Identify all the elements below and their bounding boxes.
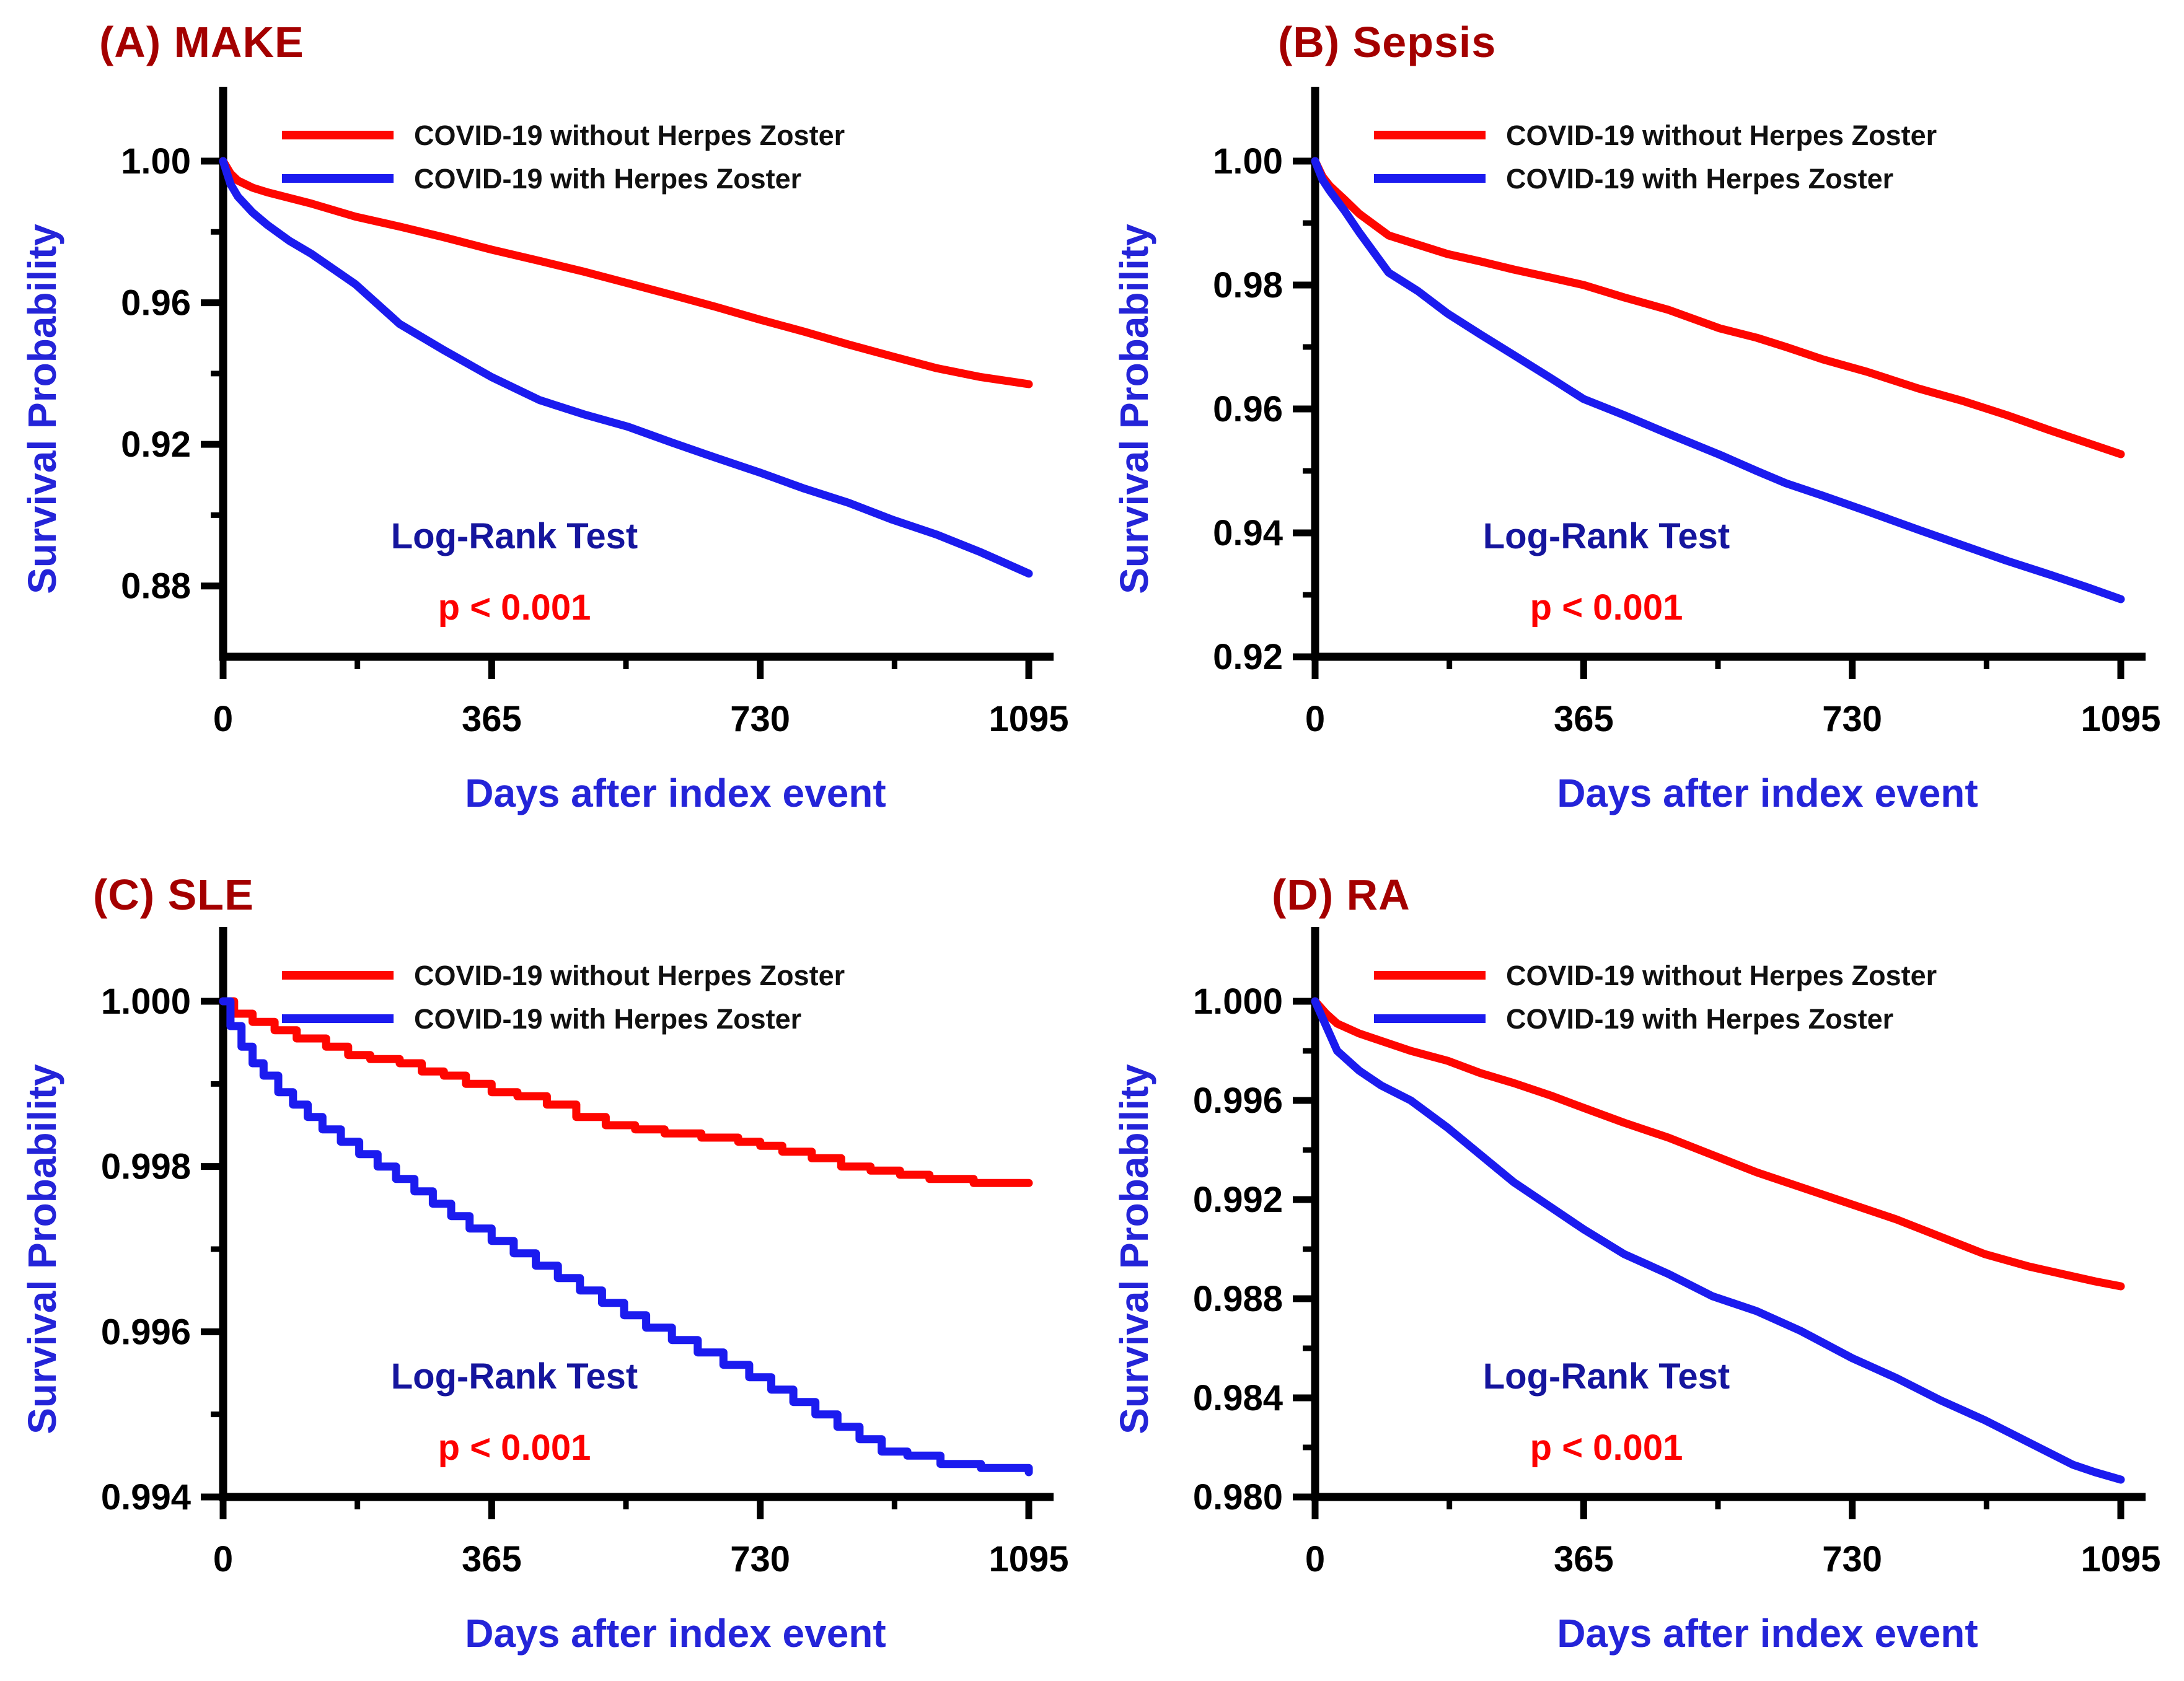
annotation-logrank: Log-Rank Test	[391, 1356, 638, 1397]
y-tick-label: 0.984	[1193, 1378, 1283, 1418]
y-tick-label: 0.98	[1213, 265, 1283, 305]
panel-ra: (D) RA 1.000 0.996 0.992 0.988 0.984 0.980 0 36…	[1092, 840, 2184, 1680]
curve-with-hz	[1311, 157, 2125, 603]
annotation-pvalue: p < 0.001	[438, 587, 591, 628]
annotation-logrank: Log-Rank Test	[1483, 516, 1730, 556]
x-tick-label: 1095	[2081, 1539, 2160, 1579]
y-axis-label: Survival Probability	[1112, 1064, 1156, 1434]
x-axis-label: Days after index event	[465, 1611, 886, 1656]
y-axis-label: Survival Probability	[1112, 224, 1156, 594]
x-tick-label: 365	[462, 1539, 522, 1579]
curve-with-hz	[219, 157, 1033, 578]
x-tick-label: 1095	[989, 1539, 1068, 1579]
curve-with-hz	[1311, 997, 2125, 1484]
y-tick-label: 0.980	[1193, 1477, 1283, 1517]
x-tick-label: 365	[462, 699, 522, 739]
x-tick-label: 1095	[989, 699, 1068, 739]
x-tick-label: 730	[1822, 1539, 1882, 1579]
curve-without-hz	[1311, 157, 2125, 459]
x-axis-label: Days after index event	[465, 771, 886, 815]
panel-sepsis: (B) Sepsis 1.00 0.98 0.96 0.94 0.92 0 365 730 10…	[1092, 0, 2184, 840]
y-tick-label: 0.96	[1213, 389, 1283, 429]
annotation-pvalue: p < 0.001	[1530, 587, 1683, 628]
legend-label-with-hz: COVID-19 with Herpes Zoster	[414, 1003, 801, 1035]
x-tick-label: 730	[730, 699, 790, 739]
legend-label-with-hz: COVID-19 with Herpes Zoster	[1506, 163, 1893, 195]
survival-plot-sle: 1.000 0.998 0.996 0.994 0 365 730 1095 Survival …	[20, 927, 1069, 1656]
x-tick-label: 0	[1305, 1539, 1325, 1579]
y-tick-label: 0.992	[1193, 1180, 1283, 1220]
y-tick-label: 0.96	[121, 283, 191, 323]
y-tick-label: 0.988	[1193, 1279, 1283, 1319]
x-tick-label: 1095	[2081, 699, 2160, 739]
panel-title-ra: (D) RA	[1272, 871, 1411, 919]
y-tick-label: 1.00	[1213, 141, 1283, 182]
y-tick-label: 1.000	[1193, 981, 1283, 1022]
y-tick-label: 1.00	[121, 141, 191, 182]
y-tick-label: 0.996	[101, 1312, 191, 1352]
y-tick-label: 0.998	[101, 1147, 191, 1187]
legend-label-without-hz: COVID-19 without Herpes Zoster	[1506, 960, 1937, 991]
x-tick-label: 0	[213, 699, 233, 739]
x-tick-label: 0	[1305, 699, 1325, 739]
legend-label-with-hz: COVID-19 with Herpes Zoster	[414, 163, 801, 195]
legend-label-without-hz: COVID-19 without Herpes Zoster	[414, 960, 845, 991]
x-tick-label: 0	[213, 1539, 233, 1579]
curve-without-hz	[1311, 997, 2125, 1291]
y-tick-label: 1.000	[101, 981, 191, 1022]
x-axis-label: Days after index event	[1557, 771, 1978, 815]
curve-without-hz	[219, 157, 1033, 388]
panel-make: (A) MAKE 1.00 0.96 0.92 0.88 0 365 730 1095 Surv…	[0, 0, 1092, 840]
x-tick-label: 365	[1554, 699, 1614, 739]
y-axis-label: Survival Probability	[20, 224, 64, 594]
panel-sle: (C) SLE 1.000 0.998 0.996 0.994 0 365 730 1095 S…	[0, 840, 1092, 1680]
panel-title-make: (A) MAKE	[99, 18, 304, 66]
y-tick-label: 0.994	[101, 1477, 191, 1517]
survival-plot-make: 1.00 0.96 0.92 0.88 0 365 730 1095 Survival Prob…	[20, 87, 1069, 815]
x-tick-label: 730	[1822, 699, 1882, 739]
survival-plot-sepsis: 1.00 0.98 0.96 0.94 0.92 0 365 730 1095 Survival …	[1112, 87, 2161, 815]
legend-label-with-hz: COVID-19 with Herpes Zoster	[1506, 1003, 1893, 1035]
y-tick-label: 0.92	[1213, 637, 1283, 677]
panel-title-sle: (C) SLE	[93, 871, 254, 919]
survival-plot-ra: 1.000 0.996 0.992 0.988 0.984 0.980 0 365 730 109…	[1112, 927, 2161, 1656]
annotation-pvalue: p < 0.001	[438, 1428, 591, 1468]
curve-with-hz	[219, 997, 1033, 1477]
x-tick-label: 365	[1554, 1539, 1614, 1579]
y-tick-label: 0.92	[121, 424, 191, 465]
legend-label-without-hz: COVID-19 without Herpes Zoster	[414, 120, 845, 151]
annotation-logrank: Log-Rank Test	[1483, 1356, 1730, 1397]
x-axis-label: Days after index event	[1557, 1611, 1978, 1656]
annotation-pvalue: p < 0.001	[1530, 1428, 1683, 1468]
panel-title-sepsis: (B) Sepsis	[1278, 18, 1497, 66]
y-tick-label: 0.94	[1213, 513, 1283, 553]
annotation-logrank: Log-Rank Test	[391, 516, 638, 556]
curve-without-hz	[219, 997, 1033, 1187]
y-axis-label: Survival Probability	[20, 1064, 64, 1434]
y-tick-label: 0.996	[1193, 1081, 1283, 1121]
legend-label-without-hz: COVID-19 without Herpes Zoster	[1506, 120, 1937, 151]
y-tick-label: 0.88	[121, 566, 191, 607]
x-tick-label: 730	[730, 1539, 790, 1579]
